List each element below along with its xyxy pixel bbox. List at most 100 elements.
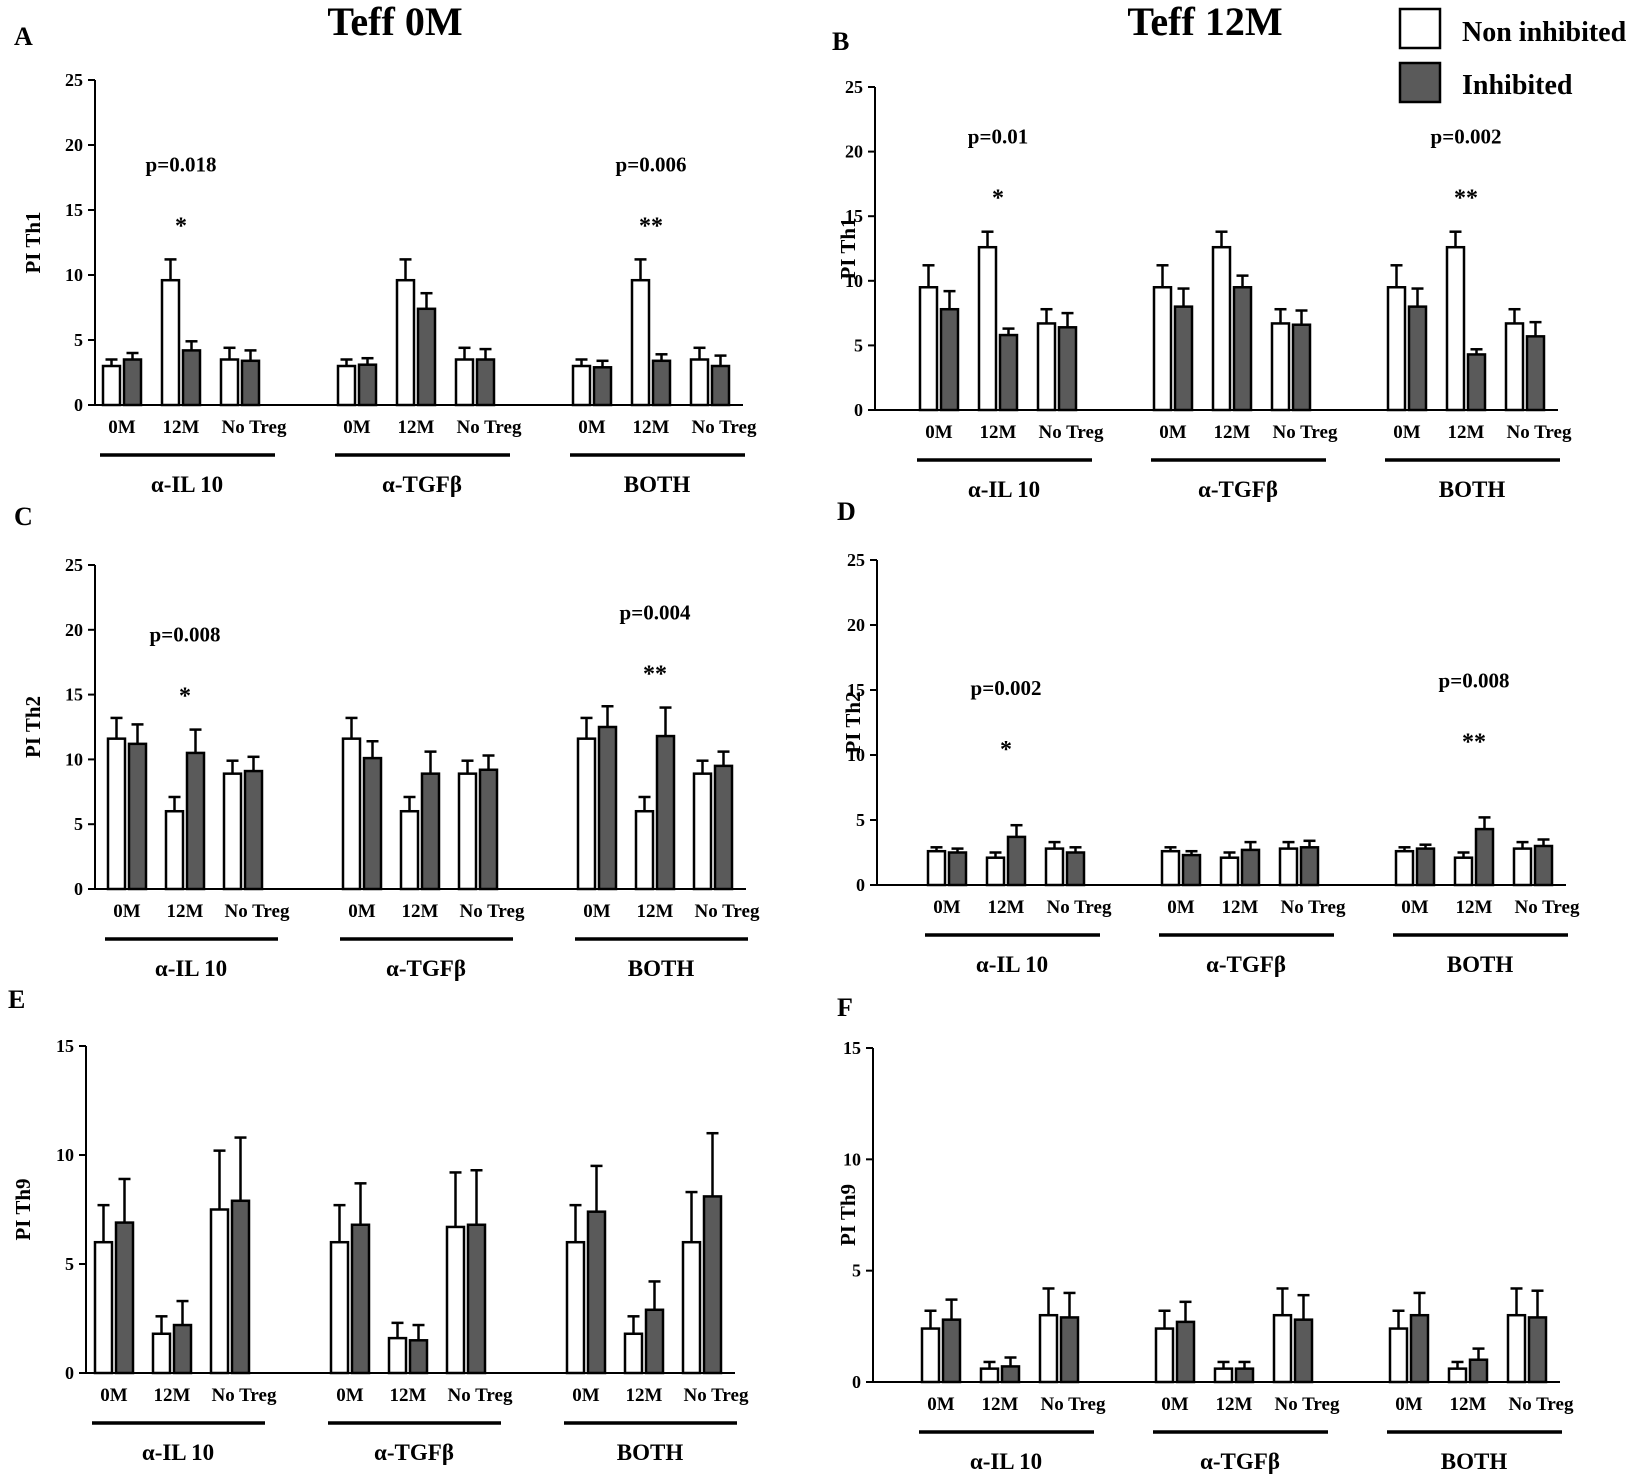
bar-non-inhibited	[918, 286, 939, 412]
group-label: α-TGFβ	[386, 956, 466, 981]
bar-inhibited	[420, 772, 441, 891]
category-label: 0M	[108, 417, 136, 438]
category-label: 12M	[626, 1385, 663, 1406]
bar-non-inhibited	[1160, 849, 1181, 887]
bar-non-inhibited	[630, 278, 651, 407]
category-label: No Treg	[1273, 422, 1338, 443]
p-value-annotation: p=0.008	[1439, 668, 1510, 692]
bar-non-inhibited	[1213, 1367, 1234, 1384]
bar-inhibited	[644, 1308, 665, 1375]
y-tick-label: 25	[65, 555, 83, 575]
bar-non-inhibited	[681, 1240, 702, 1375]
legend-label-non-inhibited: Non inhibited	[1462, 17, 1627, 48]
p-value-annotation: p=0.018	[146, 152, 217, 176]
group-label: α-IL 10	[155, 956, 227, 981]
y-tick-label: 0	[856, 875, 865, 895]
category-label: 0M	[1167, 897, 1195, 918]
bar-non-inhibited	[1272, 1313, 1293, 1384]
significance-stars: **	[1454, 186, 1478, 212]
y-tick-label: 5	[65, 1254, 74, 1274]
bar-inhibited	[1525, 335, 1546, 412]
bar-non-inhibited	[1036, 322, 1057, 412]
y-tick-label: 10	[65, 265, 83, 285]
bar-inhibited	[1466, 353, 1487, 412]
bar-non-inhibited	[1219, 856, 1240, 887]
category-label: 12M	[390, 1385, 427, 1406]
bar-non-inhibited	[1445, 245, 1466, 412]
y-tick-label: 15	[847, 680, 865, 700]
y-tick-label: 0	[74, 395, 83, 415]
p-value-annotation: p=0.002	[971, 676, 1042, 700]
category-label: 0M	[1161, 1394, 1189, 1415]
category-label: 12M	[637, 901, 674, 922]
panel-c: C 0 5 10 15 20 25 PI Th2 0M 12M No Treg α-IL 10 0M 12…	[14, 502, 760, 981]
bar-non-inhibited	[151, 1332, 172, 1375]
y-axis-label: PI Th9	[836, 1184, 860, 1246]
group-label: α-TGFβ	[374, 1440, 454, 1465]
bar-non-inhibited	[1394, 849, 1415, 887]
significance-stars: *	[992, 186, 1004, 212]
bar-inhibited	[181, 349, 202, 407]
category-label: No Treg	[1507, 422, 1572, 443]
y-tick-label: 5	[74, 814, 83, 834]
significance-stars: **	[643, 662, 667, 688]
y-tick-label: 25	[845, 77, 863, 97]
category-label: 12M	[154, 1385, 191, 1406]
bar-non-inhibited	[457, 772, 478, 891]
category-label: 0M	[572, 1385, 600, 1406]
category-label: 12M	[1450, 1394, 1487, 1415]
y-tick-label: 10	[65, 749, 83, 769]
group-label: α-IL 10	[970, 1449, 1042, 1474]
category-label: 12M	[1448, 422, 1485, 443]
bar-non-inhibited	[571, 364, 592, 407]
bar-inhibited	[1065, 851, 1086, 887]
category-label: No Treg	[1039, 422, 1104, 443]
bar-non-inhibited	[634, 809, 655, 891]
bar-inhibited	[1057, 326, 1078, 412]
bar-non-inhibited	[336, 364, 357, 407]
bar-inhibited	[1175, 1320, 1196, 1384]
bar-non-inhibited	[692, 772, 713, 891]
category-label: 12M	[167, 901, 204, 922]
bar-non-inhibited	[1038, 1313, 1059, 1384]
category-label: 12M	[980, 422, 1017, 443]
group-label: α-TGFβ	[1206, 952, 1286, 977]
bar-inhibited	[592, 366, 613, 407]
bar-inhibited	[1474, 827, 1495, 887]
bar-non-inhibited	[1278, 847, 1299, 887]
bar-inhibited	[172, 1323, 193, 1375]
y-tick-label: 5	[856, 810, 865, 830]
bar-non-inhibited	[106, 737, 127, 891]
bar-inhibited	[114, 1221, 135, 1375]
category-label: No Treg	[1281, 897, 1346, 918]
category-label: 0M	[578, 417, 606, 438]
bar-non-inhibited	[222, 772, 243, 891]
category-label: No Treg	[460, 901, 525, 922]
bar-inhibited	[947, 851, 968, 887]
category-label: 0M	[343, 417, 371, 438]
bar-inhibited	[466, 1223, 487, 1375]
group-label: BOTH	[1439, 477, 1506, 502]
bar-non-inhibited	[576, 737, 597, 891]
category-label: 0M	[1393, 422, 1421, 443]
bar-non-inhibited	[93, 1240, 114, 1375]
y-tick-label: 15	[65, 200, 83, 220]
bar-inhibited	[998, 333, 1019, 412]
category-label: 0M	[583, 901, 611, 922]
y-axis-label: PI Th1	[836, 217, 860, 279]
bar-inhibited	[1000, 1365, 1021, 1384]
panel-letter: D	[837, 497, 856, 526]
bar-non-inhibited	[1270, 322, 1291, 412]
legend-label-inhibited: Inhibited	[1462, 70, 1573, 101]
bar-non-inhibited	[341, 737, 362, 891]
y-axis-label: PI Th2	[841, 691, 865, 753]
bar-inhibited	[1234, 1367, 1255, 1384]
category-label: No Treg	[1509, 1394, 1574, 1415]
bar-inhibited	[710, 364, 731, 407]
y-tick-label: 20	[65, 135, 83, 155]
category-label: 0M	[348, 901, 376, 922]
bar-non-inhibited	[1386, 286, 1407, 412]
bar-inhibited	[1527, 1316, 1548, 1384]
category-label: 0M	[933, 897, 961, 918]
y-axis-label: PI Th2	[21, 696, 45, 758]
